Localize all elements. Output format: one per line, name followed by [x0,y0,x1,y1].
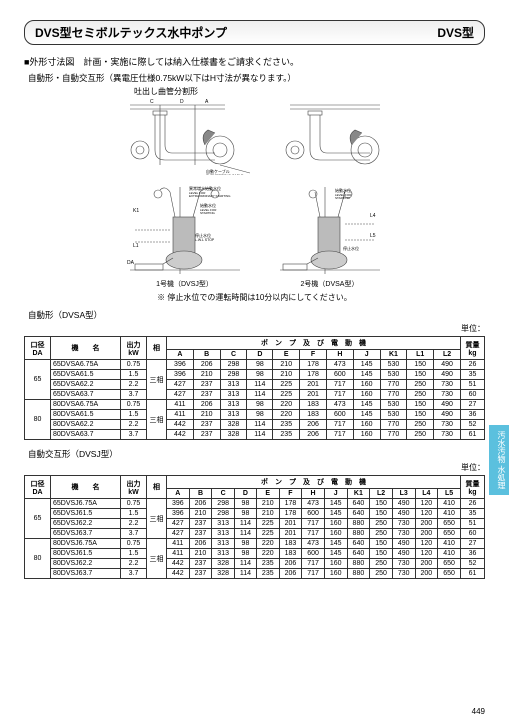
page-number: 449 [472,707,485,716]
col-header: A [167,489,190,499]
table-row: 65DVSA61.51.5396210298982101786001455301… [25,370,485,380]
col-header: C [212,489,235,499]
svg-text:DA: DA [127,260,135,266]
elbow-diagram-1: C D A 自動ケーブル SUBMERSIBLE CABLE [120,95,250,175]
col-header: 機 名 [51,337,121,360]
table-row: 80DVSJ61.51.5411210313982201836001456401… [25,549,485,559]
diagram-caption-1: 1号機（DVSJ型） [156,279,213,289]
col-header: 口径DA [25,337,51,360]
svg-text:L4: L4 [370,213,376,219]
table-row: 8080DVSJ6.75A0.75三相411206313982201834731… [25,539,485,549]
title-left: DVS型セミボルテックス水中ポンプ [35,24,227,41]
col-header: A [167,350,194,360]
side-tab-line1: 汚水汚物 [497,431,506,463]
col-header: 出力kW [121,337,147,360]
col-header: L3 [392,489,415,499]
svg-text:L5: L5 [370,233,376,239]
elbow-diagram-2 [280,95,390,175]
side-tab-line2: 水処理 [497,465,506,489]
pump-diagram-2: L4 L5 始動水位 LEVEL FOR STARTING 停止水位 [275,182,385,277]
col-header: K1 [380,350,407,360]
col-header: F [300,350,327,360]
svg-text:D: D [180,99,184,105]
svg-text:EXTRAORDINARY STARTING: EXTRAORDINARY STARTING [189,194,231,198]
table-row: 6565DVSA6.75A0.75三相396206298982101784731… [25,360,485,370]
diagram-caption-2: 2号機（DVSA型） [301,279,359,289]
title-right: DVS型 [437,24,474,41]
side-tab: 汚水汚物 水処理 [489,425,509,495]
col-header: 口径DA [25,476,51,499]
col-header: B [193,350,220,360]
table1-unit: 単位： [24,323,485,334]
table-row: 80DVSA61.51.5411210313982201836001455301… [25,410,485,420]
pump-diagram-1: K1 L1 DA 停止水位 L.W.L STOP 異常増水始動水位 LEVEL … [125,182,245,277]
diagram-label: 吐出し曲管分割形 [134,86,198,97]
table-row: 6565DVSJ6.75A0.75三相396206298982101784731… [25,499,485,509]
svg-text:A: A [205,99,209,105]
col-header: 質量kg [461,337,485,360]
col-header: 出力kW [121,476,147,499]
col-header: L2 [370,489,393,499]
col-header: L2 [434,350,461,360]
col-header: C [220,350,247,360]
table-row: 65DVSA63.73.7427237313114225201717160770… [25,390,485,400]
table-row: 65DVSJ61.51.5396210298982101786001456401… [25,509,485,519]
runtime-note: ※ 停止水位での運転時間は10分以内にしてください。 [24,292,485,303]
col-header: 質量kg [461,476,485,499]
heading-line: ■外形寸法図 計画・実施に際しては納入仕様書をご請求ください。 [24,55,485,68]
col-header: H [326,350,353,360]
col-header: ポ ン プ 及 び 電 動 機 [167,337,461,350]
col-header: B [189,489,212,499]
top-diagram-area: 吐出し曲管分割形 C D A 自動ケーブル SUBMERSIBLE CABLE [24,90,485,180]
col-header: D [247,350,273,360]
table-row: 65DVSJ63.73.7427237313114225201717160880… [25,529,485,539]
svg-text:L1: L1 [133,243,139,249]
col-header: 相 [147,476,167,499]
col-header: E [273,350,300,360]
page-title-pill: DVS型セミボルテックス水中ポンプ DVS型 [24,20,485,45]
table-row: 80DVSA63.73.7442237328114235206717160770… [25,430,485,440]
table-row: 80DVSA62.22.2442237328114235206717160770… [25,420,485,430]
col-header: E [256,489,279,499]
col-header: ポ ン プ 及 び 電 動 機 [167,476,461,489]
svg-text:C: C [150,99,154,105]
col-header: K1 [347,489,370,499]
table2-unit: 単位： [24,462,485,473]
table-row: 80DVSJ63.73.7442237328114235206717160880… [25,569,485,579]
table-row: 65DVSJ62.22.2427237313114225201717160880… [25,519,485,529]
col-header: 相 [147,337,167,360]
table-row: 8080DVSA6.75A0.75三相411206313982201834731… [25,400,485,410]
col-header: L4 [415,489,438,499]
subheading-line: 自動形・自動交互形（異電圧仕様0.75kW以下はH寸法が異なります。） [28,72,485,84]
pump-diagram-area: K1 L1 DA 停止水位 L.W.L STOP 異常増水始動水位 LEVEL … [24,180,485,290]
svg-text:停止水位: 停止水位 [343,245,359,251]
col-header: L1 [407,350,434,360]
col-header: L5 [438,489,461,499]
table-row: 65DVSA62.22.2427237313114225201717160770… [25,380,485,390]
svg-text:STARTING: STARTING [335,196,351,200]
svg-text:K1: K1 [133,208,139,214]
col-header: H [302,489,325,499]
dvsj-table: 口径DA機 名出力kW相ポ ン プ 及 び 電 動 機質量kg ABCDEFHJK… [24,475,485,579]
col-header: J [353,350,380,360]
table-row: 80DVSJ62.22.2442237328114235206717160880… [25,559,485,569]
col-header: J [324,489,347,499]
svg-text:L.W.L STOP: L.W.L STOP [195,238,215,242]
table2-title: 自動交互形（DVSJ型） [28,448,485,460]
dvsa-table: 口径DA機 名出力kW相ポ ン プ 及 び 電 動 機質量kg ABCDEFHJK… [24,336,485,440]
col-header: F [279,489,302,499]
col-header: D [234,489,256,499]
col-header: 機 名 [51,476,121,499]
table1-title: 自動形（DVSA型） [28,309,485,321]
svg-text:STARTING: STARTING [200,211,216,215]
svg-text:SUBMERSIBLE CABLE: SUBMERSIBLE CABLE [206,174,244,175]
